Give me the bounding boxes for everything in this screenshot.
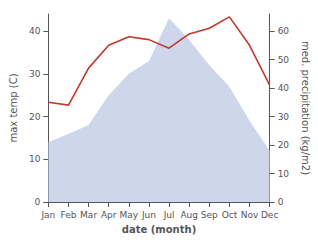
svg-text:Aug: Aug: [180, 210, 198, 220]
svg-text:0: 0: [35, 197, 41, 207]
svg-text:30: 30: [29, 69, 41, 79]
svg-text:Sep: Sep: [201, 210, 218, 220]
svg-text:40: 40: [29, 26, 41, 36]
svg-text:May: May: [120, 210, 139, 220]
svg-text:20: 20: [278, 140, 290, 150]
svg-text:Mar: Mar: [80, 210, 97, 220]
svg-text:max temp (C): max temp (C): [8, 73, 19, 142]
svg-text:Nov: Nov: [241, 210, 259, 220]
svg-text:30: 30: [278, 112, 290, 122]
svg-text:40: 40: [278, 83, 290, 93]
svg-text:10: 10: [278, 169, 290, 179]
svg-text:Jul: Jul: [163, 210, 175, 220]
svg-text:date (month): date (month): [122, 224, 196, 235]
svg-text:Dec: Dec: [261, 210, 278, 220]
svg-text:20: 20: [29, 112, 41, 122]
svg-text:0: 0: [278, 197, 284, 207]
svg-text:10: 10: [29, 154, 41, 164]
svg-text:Oct: Oct: [222, 210, 238, 220]
svg-text:Feb: Feb: [61, 210, 77, 220]
svg-text:Apr: Apr: [101, 210, 117, 220]
svg-text:Jun: Jun: [141, 210, 156, 220]
svg-text:Jan: Jan: [40, 210, 55, 220]
svg-text:50: 50: [278, 55, 290, 65]
svg-text:60: 60: [278, 26, 290, 36]
svg-text:med. precipitation (kg/m2): med. precipitation (kg/m2): [300, 41, 311, 175]
